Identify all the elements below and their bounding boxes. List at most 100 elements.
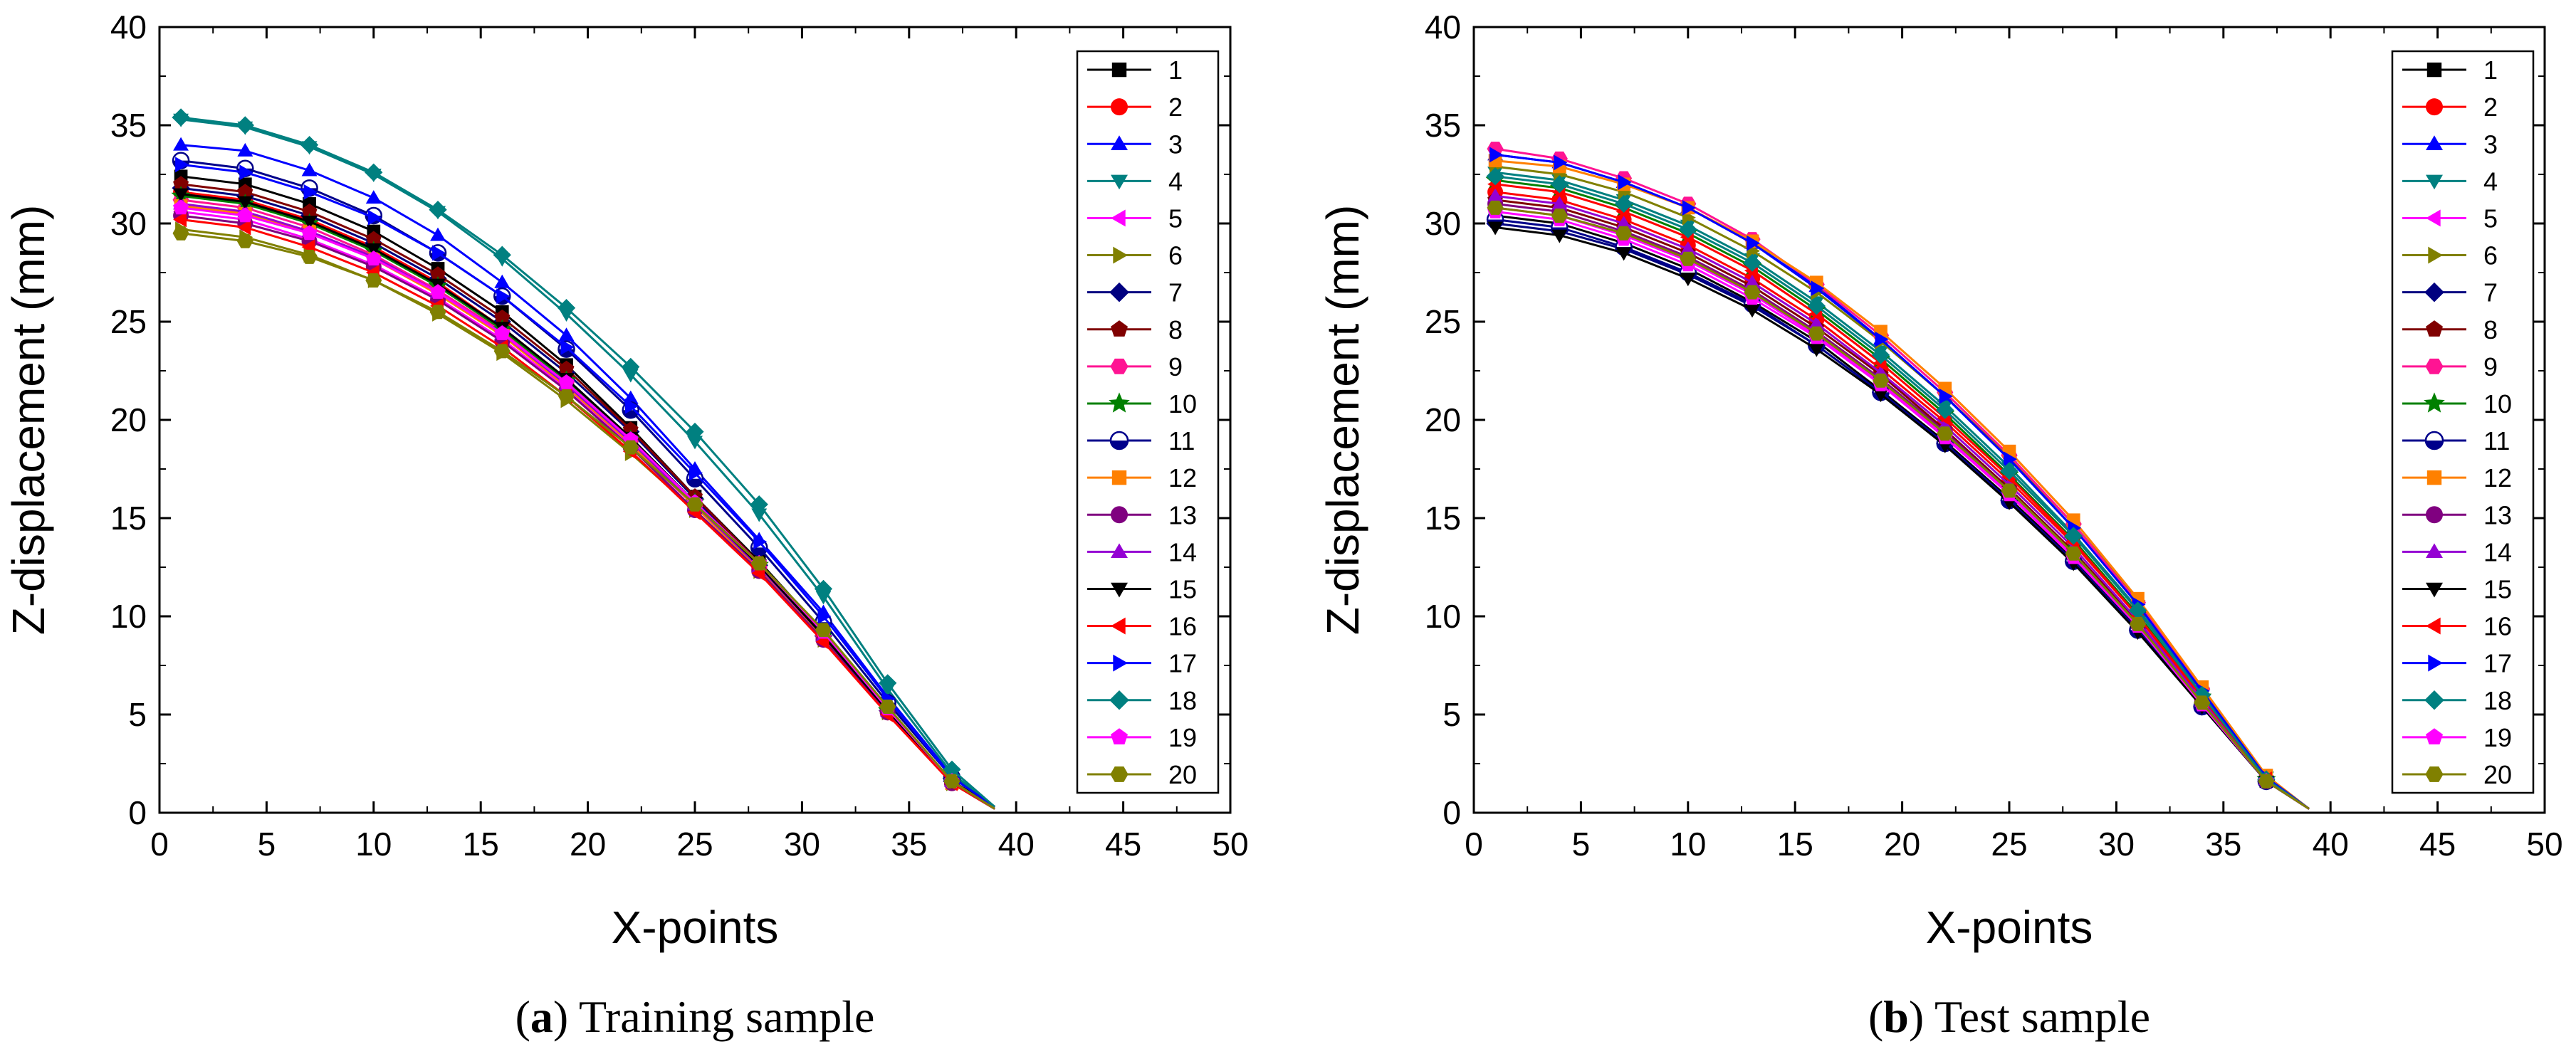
legend-label: 18 [2483, 686, 2512, 715]
legend-marker [1111, 320, 1128, 337]
x-tick-label: 5 [258, 826, 276, 863]
data-point [1487, 200, 1504, 215]
series-line-17 [180, 163, 995, 808]
legend-item-14: 14 [2402, 537, 2512, 566]
data-point [432, 245, 446, 261]
data-point [879, 674, 897, 692]
data-point [622, 440, 639, 455]
legend-label: 14 [2483, 537, 2512, 566]
legend-item-1: 1 [1087, 56, 1183, 85]
legend-item-17: 17 [1087, 649, 1197, 678]
data-point [1614, 194, 1633, 213]
legend-label: 16 [1168, 612, 1197, 641]
data-point [1873, 389, 1889, 403]
data-point [557, 299, 576, 317]
series-line-11 [180, 159, 995, 808]
data-point [301, 203, 318, 218]
legend-marker [1111, 506, 1128, 524]
legend-item-2: 2 [2402, 93, 2498, 122]
legend-label: 18 [1168, 686, 1197, 715]
data-point [817, 608, 832, 624]
data-point [1487, 188, 1503, 202]
y-tick-label: 10 [1425, 598, 1461, 635]
legend-marker [2426, 209, 2441, 227]
data-point [1616, 216, 1632, 229]
x-axis-ticks: 0 5 10 15 20 25 30 35 40 45 50 [150, 27, 1249, 863]
data-point [429, 201, 447, 219]
caption-open-paren: ( [515, 991, 530, 1042]
x-tick-label: 50 [1212, 826, 1248, 863]
series-group [171, 108, 996, 810]
legend-label: 14 [1168, 537, 1197, 566]
legend-marker [2426, 617, 2441, 635]
data-point [237, 207, 253, 223]
legend-marker [2424, 282, 2444, 302]
legend-label: 19 [1168, 723, 1197, 752]
legend-marker [2425, 358, 2444, 374]
y-tick-label: 0 [1443, 794, 1461, 831]
data-point [1937, 426, 1954, 441]
panel-caption: (a) Training sample [515, 991, 875, 1042]
series-line-14 [1494, 194, 2310, 810]
data-point [2000, 462, 2019, 480]
data-point [1487, 221, 1503, 236]
x-tick-label: 30 [784, 826, 820, 863]
data-point [173, 176, 189, 191]
series-line-15 [180, 193, 995, 808]
legend-label: 11 [1168, 426, 1195, 455]
data-point [558, 389, 575, 404]
data-point [494, 309, 511, 325]
legend-item-8: 8 [2402, 315, 2498, 344]
legend-marker [1110, 766, 1129, 782]
legend-marker [1109, 282, 1129, 302]
legend-item-20: 20 [2402, 760, 2512, 789]
data-point [2194, 695, 2211, 710]
y-tick-label: 40 [1425, 9, 1461, 46]
y-tick-label: 30 [110, 205, 147, 242]
data-point [1554, 154, 1568, 171]
data-point [943, 760, 961, 779]
legend-item-14: 14 [1087, 537, 1197, 566]
legend-label: 3 [2483, 130, 2498, 159]
x-tick-label: 45 [1105, 826, 1141, 863]
data-point [2258, 774, 2275, 789]
legend-item-13: 13 [1087, 500, 1197, 529]
data-point [943, 774, 960, 789]
legend-item-12: 12 [1087, 463, 1197, 492]
legend-marker [2426, 470, 2442, 485]
legend-item-5: 5 [2402, 204, 2498, 233]
legend-marker [2426, 728, 2443, 744]
y-tick-label: 15 [110, 500, 147, 537]
legend-item-3: 3 [2402, 130, 2498, 159]
x-tick-label: 25 [676, 826, 713, 863]
legend-item-7: 7 [1087, 278, 1183, 307]
panel-training-sample: 0 5 10 15 20 25 30 35 40 45 500510152025303540X-po… [3, 9, 1249, 1042]
legend-marker-fill [1111, 441, 1128, 450]
legend-marker [1113, 246, 1128, 264]
data-point [237, 219, 251, 236]
series-line-19 [180, 206, 995, 810]
data-point [1618, 174, 1632, 190]
series-line-18 [180, 116, 996, 808]
data-point [1807, 297, 1826, 315]
legend-label: 6 [1168, 241, 1183, 270]
legend-label: 2 [1168, 93, 1183, 122]
data-point [365, 190, 382, 204]
data-point [1682, 200, 1696, 216]
series-18 [1486, 167, 2310, 810]
legend-label: 10 [2483, 389, 2512, 418]
legend-label: 4 [2483, 167, 2498, 196]
legend-item-9: 9 [1087, 352, 1183, 381]
legend-label: 2 [2483, 93, 2498, 122]
data-point [237, 196, 253, 210]
series-17 [1489, 147, 2310, 810]
data-point [173, 188, 189, 202]
x-tick-label: 50 [2526, 826, 2562, 863]
legend-marker [2426, 320, 2443, 337]
legend-marker [1111, 470, 1127, 485]
data-point-fill [751, 547, 768, 556]
legend-marker [1109, 690, 1129, 710]
